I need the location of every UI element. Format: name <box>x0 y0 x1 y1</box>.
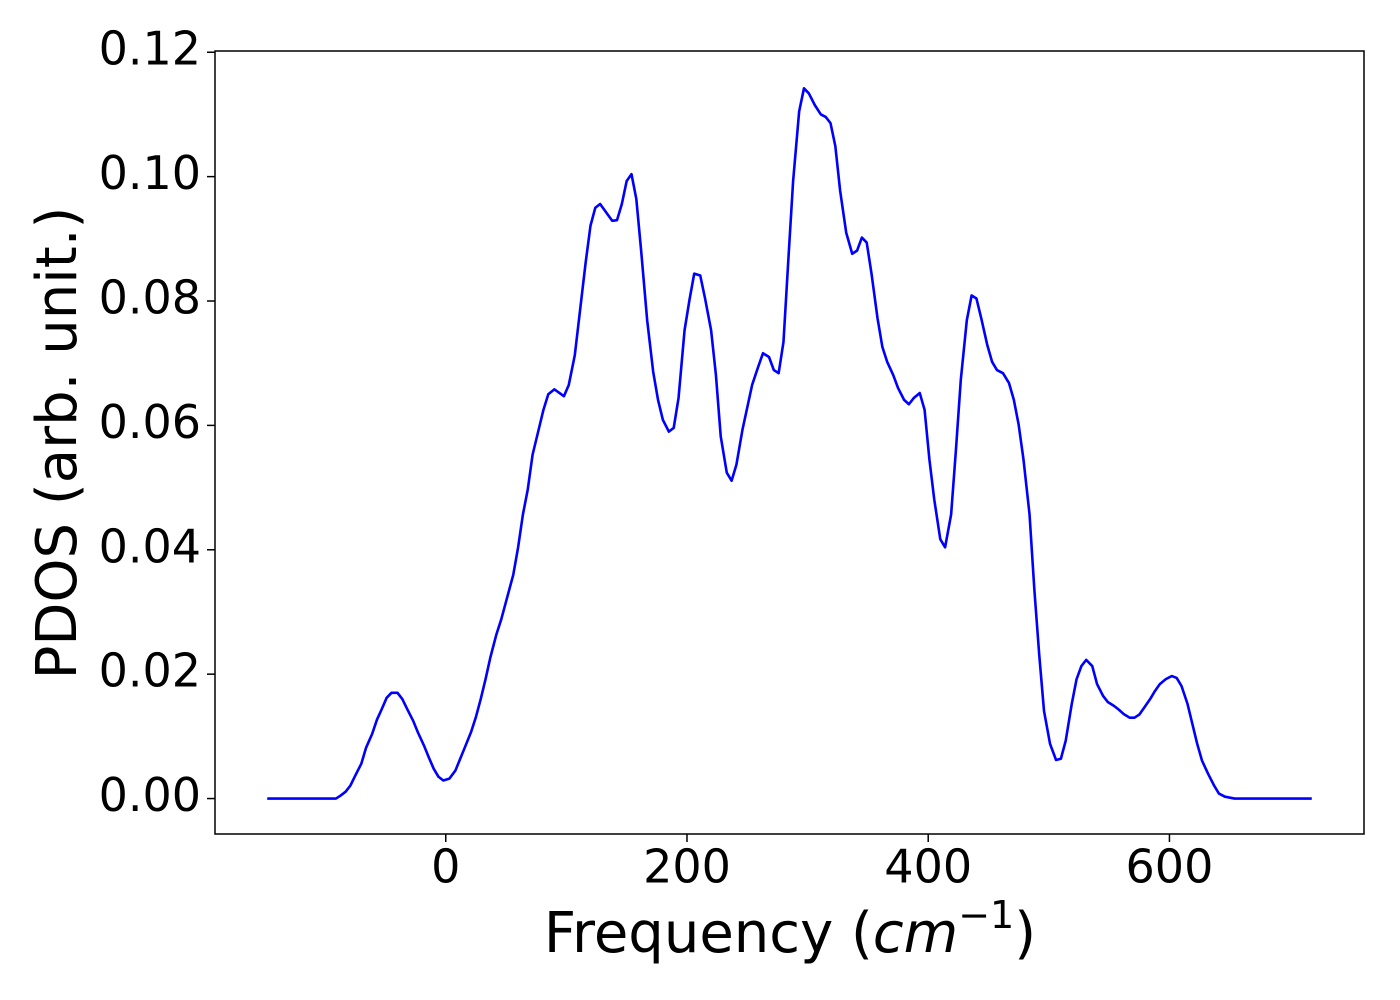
y-tick-label: 0.10 <box>99 146 201 200</box>
y-tick-label: 0.12 <box>99 22 201 76</box>
x-tick-label: 600 <box>1126 840 1214 894</box>
x-label-math: cm <box>873 901 958 966</box>
y-axis-label: PDOS (arb. unit.) <box>25 207 90 680</box>
y-tick-label: 0.06 <box>99 395 201 449</box>
y-tick-label: 0.02 <box>99 644 201 698</box>
y-tick-label: 0.00 <box>99 768 201 822</box>
x-label-text: Frequency ( <box>544 901 873 966</box>
x-label-end: ) <box>1014 901 1036 966</box>
x-tick-label: 0 <box>431 840 460 894</box>
y-tick-label: 0.08 <box>99 271 201 325</box>
x-axis-label: Frequency (cm−1) <box>544 893 1036 966</box>
plot-frame <box>214 50 1365 835</box>
x-tick-label: 200 <box>643 840 731 894</box>
x-tick-label: 400 <box>884 840 972 894</box>
y-tick-label: 0.04 <box>99 519 201 573</box>
pdos-line <box>267 87 1312 800</box>
x-label-sup: −1 <box>958 893 1014 937</box>
